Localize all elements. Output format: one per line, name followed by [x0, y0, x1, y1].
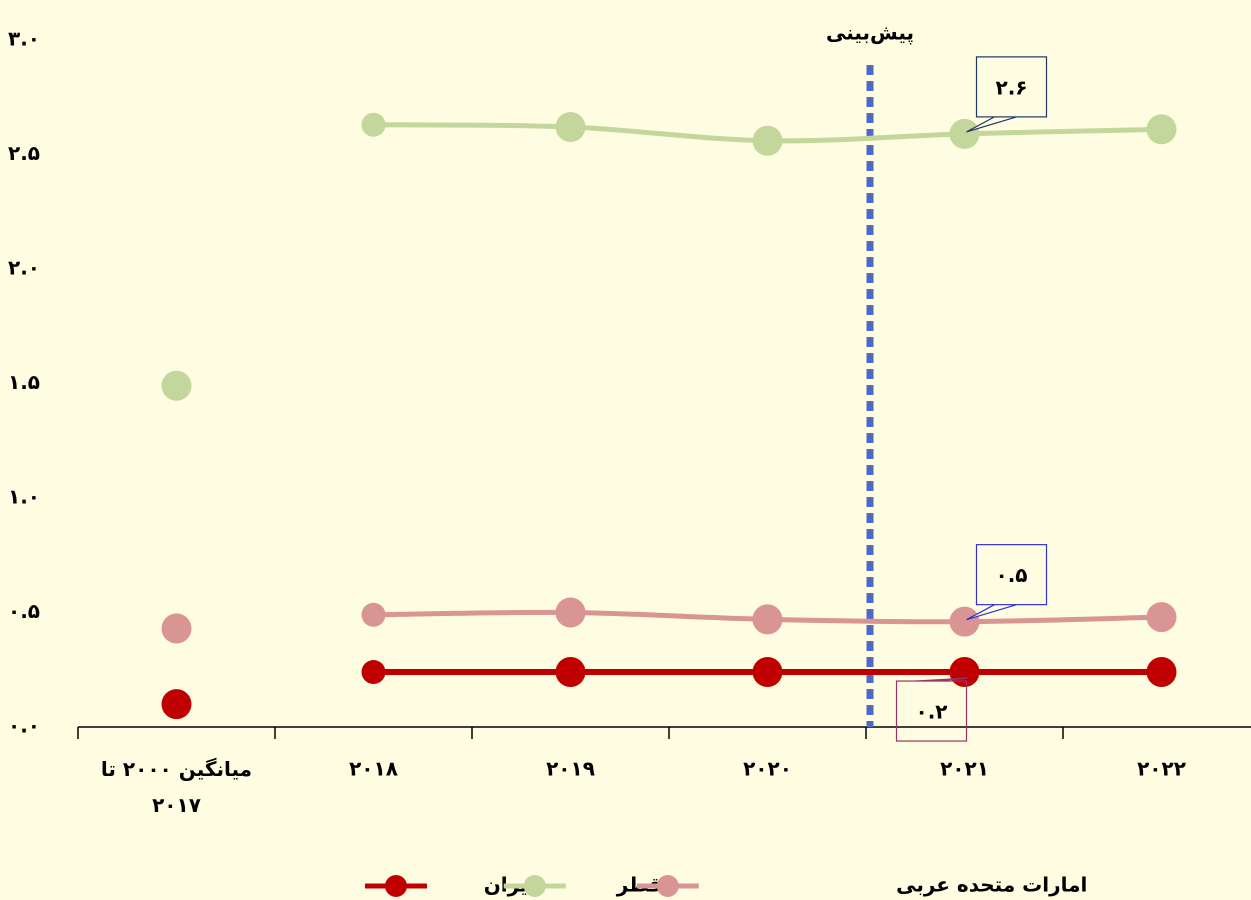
x-tick-label: ۲۰۲۱ — [940, 757, 989, 781]
series-marker — [161, 613, 192, 644]
legend-marker — [523, 875, 546, 897]
callout-box — [975, 544, 1048, 606]
forecast-label: پیش‌بینی — [826, 21, 914, 46]
y-tick-label: ۰.۰ — [8, 714, 40, 738]
x-tick-label-line: ۲۰۱۷ — [152, 793, 201, 817]
series-marker — [161, 370, 192, 401]
series-marker — [949, 606, 980, 637]
y-tick-label: ۱.۵ — [8, 370, 40, 394]
series-marker — [752, 657, 783, 688]
legend-marker — [656, 875, 679, 897]
series-marker — [361, 602, 386, 627]
series-marker — [949, 118, 980, 149]
x-tick-label-line: میانگین ۲۰۰۰ تا — [101, 757, 252, 781]
y-tick-label: ۰.۵ — [8, 599, 40, 623]
legend-marker — [385, 875, 407, 897]
y-tick-label: ۲.۵ — [8, 141, 40, 165]
series-marker — [1146, 602, 1177, 633]
x-tick-label: ۲۰۱۸ — [349, 757, 398, 781]
legend-label: امارات متحده عربی — [896, 873, 1087, 897]
series-marker — [1146, 114, 1177, 145]
x-tick-label: میانگین ۲۰۰۰ تا ۲۰۱۷ — [101, 757, 252, 817]
callout-box — [975, 56, 1048, 118]
y-tick-label: ۱.۰ — [8, 485, 40, 509]
data-label: ۲.۶ — [995, 75, 1027, 99]
series-marker — [161, 689, 192, 720]
y-tick-label: ۳.۰ — [8, 27, 40, 51]
series-marker — [752, 604, 783, 635]
series-marker — [555, 657, 586, 688]
x-tick-label: ۲۰۲۲ — [1137, 757, 1186, 781]
series-marker — [361, 660, 386, 685]
series-marker — [1146, 657, 1177, 688]
data-label: ۰.۵ — [995, 563, 1027, 587]
series-marker — [555, 112, 586, 143]
series-marker — [949, 657, 980, 688]
callout-pointer — [914, 677, 968, 682]
series-marker — [555, 597, 586, 628]
x-tick-label: ۲۰۲۰ — [743, 757, 792, 781]
callout-pointer — [966, 116, 1017, 133]
callout-box — [895, 680, 968, 742]
x-tick-label: ۲۰۱۹ — [546, 757, 595, 781]
series-marker — [361, 112, 386, 137]
series-marker — [752, 125, 783, 156]
callout-pointer — [966, 604, 1017, 621]
data-label: ۰.۲ — [915, 700, 947, 724]
y-tick-label: ۲.۰ — [8, 256, 40, 280]
